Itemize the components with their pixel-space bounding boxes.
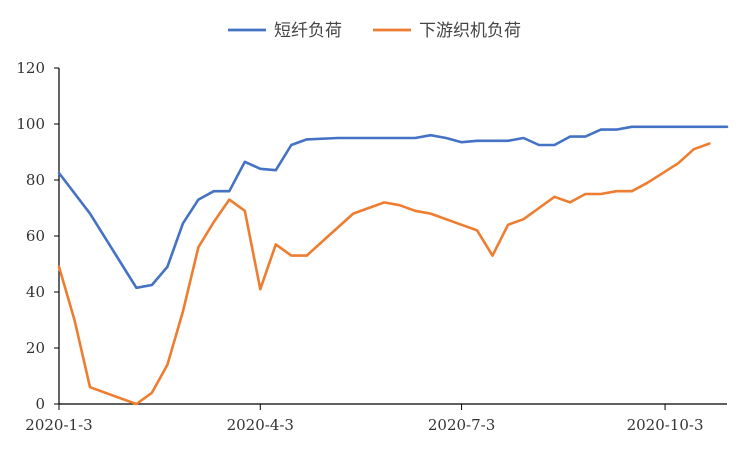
x-tick-label: 2020-4-3 [227,416,294,434]
legend-label-1: 短纤负荷 [274,21,342,41]
x-tick-label: 2020-10-3 [627,416,704,434]
y-tick-label: 60 [26,227,45,245]
x-axis: 2020-1-3 2020-4-3 2020-7-3 2020-10-3 [25,403,727,434]
y-tick-label: 40 [26,283,45,301]
legend-label-2: 下游织机负荷 [419,21,521,41]
y-tick-label: 120 [16,59,45,77]
series-line-2 [57,142,711,406]
y-tick-label: 100 [16,115,45,133]
y-axis: 0 20 40 60 80 100 120 [16,59,60,413]
chart-legend: 短纤负荷 下游织机负荷 [228,21,521,41]
y-tick-label: 20 [26,339,45,357]
x-tick-label: 2020-7-3 [428,416,495,434]
series-line-1 [57,125,729,290]
y-tick-label: 0 [35,395,45,413]
y-tick-label: 80 [26,171,45,189]
x-tick-label: 2020-1-3 [25,416,92,434]
plot-series [57,125,729,406]
